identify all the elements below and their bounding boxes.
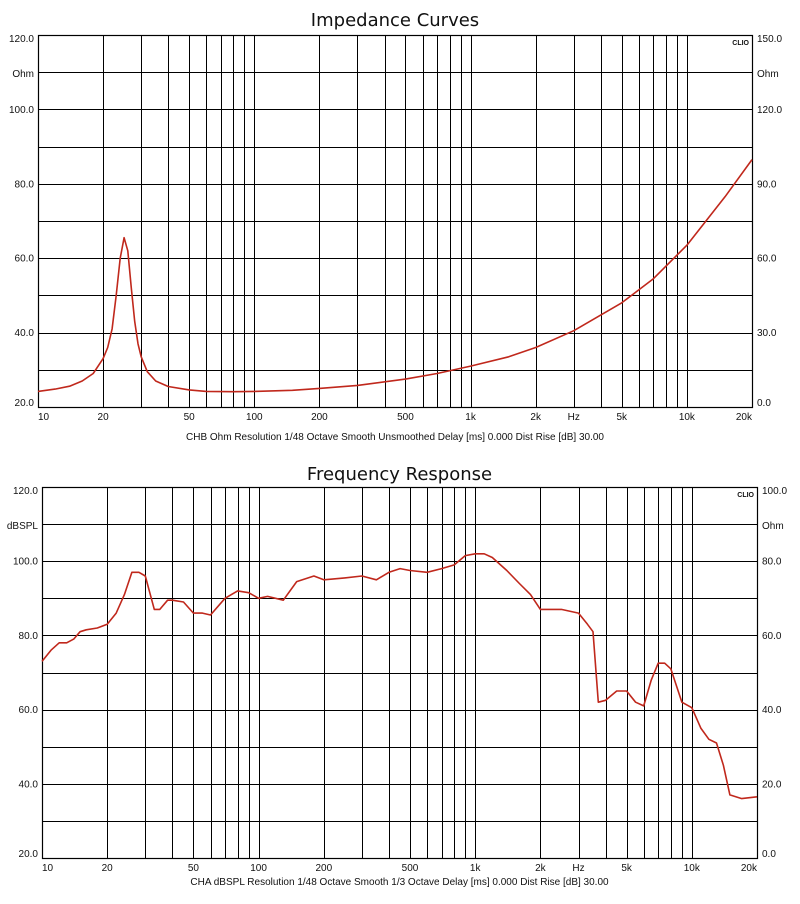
x-tick-label: 50 (184, 412, 196, 423)
x-tick-label: 20k (736, 412, 753, 423)
x-tick-label: 10 (42, 863, 54, 874)
y-tick-label: 80.0 (19, 631, 39, 642)
brand-label: CLIO (732, 40, 749, 47)
y2-tick-label: 90.0 (757, 179, 777, 190)
x-axis-unit: Hz (568, 412, 580, 423)
x-tick-label: 2k (530, 412, 542, 423)
x-tick-label: 200 (311, 412, 328, 423)
y-tick-label: 120.0 (9, 34, 34, 45)
frequency-response-chart: Frequency Response CLIO 20.0 40.0 60.0 80.0 10… (7, 464, 788, 888)
x-tick-label: 5k (616, 412, 628, 423)
series-line (37, 159, 753, 393)
chart-title: Impedance Curves (311, 10, 479, 31)
x-tick-label: 10k (679, 412, 696, 423)
x-tick-label: 20k (741, 863, 758, 874)
y2-tick-label: 0.0 (762, 849, 776, 860)
x-tick-label: 2k (535, 863, 547, 874)
impedance-chart: Impedance CurvesCLIO20.040.060.080.0100.… (9, 10, 782, 443)
x-tick-label: 1k (465, 412, 477, 423)
x-tick-label: 10k (684, 863, 701, 874)
chart-footer: CHA dBSPL Resolution 1/48 Octave Smooth … (190, 877, 609, 888)
y-tick-label: 20.0 (15, 398, 35, 409)
y-tick-label: 60.0 (15, 254, 35, 265)
y-tick-label: 100.0 (9, 105, 34, 116)
y-tick-label: 100.0 (13, 557, 38, 568)
y-tick-label: 40.0 (15, 328, 35, 339)
y2-tick-label: 60.0 (757, 254, 777, 265)
x-tick-label: 500 (402, 863, 419, 874)
y2-tick-label: 120.0 (757, 105, 782, 116)
x-tick-label: 500 (397, 412, 414, 423)
brand-label: CLIO (737, 492, 754, 499)
chart-footer: CHB Ohm Resolution 1/48 Octave Smooth Un… (186, 432, 604, 443)
x-tick-label: 1k (470, 863, 482, 874)
y2-tick-label: 30.0 (757, 328, 777, 339)
right-axis-unit: Ohm (762, 521, 784, 532)
y-tick-label: 40.0 (19, 779, 39, 790)
x-tick-label: 20 (98, 412, 110, 423)
x-tick-label: 10 (38, 412, 50, 423)
y-tick-label: 20.0 (19, 849, 39, 860)
y-tick-label: 80.0 (15, 179, 35, 190)
x-tick-label: 20 (102, 863, 114, 874)
y-tick-label: 60.0 (19, 705, 39, 716)
y-tick-label: 120.0 (13, 486, 38, 497)
chart-title: Frequency Response (307, 464, 492, 485)
y2-tick-label: 60.0 (762, 631, 782, 642)
x-tick-label: 100 (246, 412, 263, 423)
grid (42, 487, 757, 858)
x-tick-label: 100 (250, 863, 267, 874)
x-tick-label: 5k (621, 863, 633, 874)
y2-tick-label: 100.0 (762, 486, 787, 497)
plot-frame (37, 34, 754, 409)
x-axis-unit: Hz (572, 863, 584, 874)
y2-tick-label: 80.0 (762, 557, 782, 568)
x-tick-label: 50 (188, 863, 200, 874)
left-axis-unit: Ohm (12, 69, 34, 80)
y2-tick-label: 0.0 (757, 398, 771, 409)
right-axis-unit: Ohm (757, 69, 779, 80)
x-tick-label: 200 (315, 863, 332, 874)
series-line (41, 553, 758, 800)
y2-tick-label: 40.0 (762, 705, 782, 716)
grid (38, 35, 752, 407)
y2-tick-label: 150.0 (757, 34, 782, 45)
plot-frame (41, 486, 759, 860)
left-axis-unit: dBSPL (7, 521, 39, 532)
y2-tick-label: 20.0 (762, 779, 782, 790)
